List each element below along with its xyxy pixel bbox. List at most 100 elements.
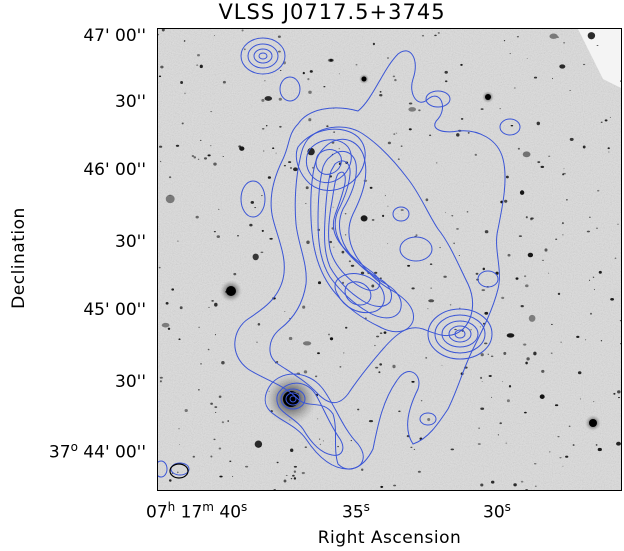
optical-source xyxy=(610,297,615,301)
optical-source xyxy=(525,361,528,365)
optical-source xyxy=(617,390,621,394)
optical-source xyxy=(505,175,509,179)
star xyxy=(589,419,597,427)
optical-source xyxy=(348,260,352,263)
optical-source xyxy=(207,154,211,157)
optical-source xyxy=(562,234,564,236)
optical-source xyxy=(408,128,412,131)
optical-source xyxy=(488,375,492,377)
optical-source xyxy=(218,447,222,450)
optical-source xyxy=(427,418,431,421)
optical-source xyxy=(216,235,220,238)
optical-source xyxy=(293,167,298,172)
optical-source xyxy=(482,267,486,271)
optical-source xyxy=(458,255,461,256)
optical-source xyxy=(378,371,381,374)
optical-source xyxy=(303,370,308,374)
optical-source xyxy=(267,176,271,179)
optical-source xyxy=(159,376,163,379)
optical-source xyxy=(537,161,541,164)
optical-source xyxy=(276,461,279,464)
optical-source xyxy=(284,311,286,312)
optical-source xyxy=(483,322,485,325)
optical-source xyxy=(293,470,297,473)
optical-source xyxy=(214,334,217,336)
optical-source xyxy=(392,364,396,369)
optical-source xyxy=(614,257,617,259)
optical-source xyxy=(210,145,212,147)
optical-source xyxy=(264,96,273,101)
optical-source xyxy=(589,279,591,281)
optical-source xyxy=(165,301,169,305)
contour xyxy=(264,373,364,470)
optical-source xyxy=(557,36,559,39)
optical-source xyxy=(261,128,265,130)
optical-source xyxy=(181,122,184,125)
optical-source xyxy=(506,333,515,338)
optical-source xyxy=(507,253,511,257)
contour xyxy=(247,43,279,69)
contour xyxy=(425,90,451,108)
optical-source xyxy=(302,341,312,346)
optical-source xyxy=(290,448,294,452)
optical-source xyxy=(449,304,452,306)
optical-source xyxy=(568,425,571,428)
optical-source xyxy=(548,155,551,157)
optical-source xyxy=(350,264,355,267)
optical-source xyxy=(516,35,520,38)
optical-source xyxy=(604,119,608,122)
optical-source xyxy=(329,58,333,62)
optical-source xyxy=(169,479,172,482)
y-tick-label: 30'' xyxy=(115,372,146,392)
y-tick-label: 46' 00'' xyxy=(83,160,146,180)
optical-source xyxy=(159,380,162,383)
optical-source xyxy=(550,352,553,354)
optical-source xyxy=(450,448,455,451)
optical-source xyxy=(533,462,537,465)
optical-source xyxy=(283,479,287,483)
optical-source xyxy=(420,400,423,402)
optical-source xyxy=(470,329,472,331)
optical-source xyxy=(527,252,534,258)
optical-source xyxy=(196,64,199,66)
optical-source xyxy=(554,404,559,407)
optical-source xyxy=(259,445,262,448)
optical-source xyxy=(277,50,281,53)
optical-source xyxy=(481,381,483,382)
optical-source xyxy=(530,217,533,221)
optical-source xyxy=(222,156,224,157)
optical-source xyxy=(453,242,455,245)
optical-source xyxy=(361,468,364,471)
optical-source xyxy=(514,87,516,89)
optical-source xyxy=(454,328,457,331)
optical-source xyxy=(392,75,396,78)
optical-source xyxy=(213,162,217,166)
optical-source xyxy=(413,448,416,450)
optical-source xyxy=(505,442,508,444)
optical-source xyxy=(237,235,239,237)
contour xyxy=(234,50,506,470)
optical-source xyxy=(304,446,307,448)
contour xyxy=(419,412,437,426)
optical-source xyxy=(193,156,197,159)
optical-source xyxy=(590,312,592,315)
sky-image-panel xyxy=(157,28,622,491)
optical-source xyxy=(525,216,528,219)
contour xyxy=(315,149,342,175)
optical-source xyxy=(427,308,429,310)
contour xyxy=(334,273,385,314)
optical-source xyxy=(381,486,384,488)
optical-source xyxy=(383,331,387,334)
optical-source xyxy=(307,77,310,81)
optical-source xyxy=(329,240,333,244)
optical-source xyxy=(443,275,447,278)
contour xyxy=(158,460,168,478)
optical-source xyxy=(387,141,392,145)
optical-source xyxy=(559,457,562,459)
contour xyxy=(240,37,286,75)
figure-title: VLSS J0717.5+3745 xyxy=(218,0,446,24)
optical-source xyxy=(333,246,335,248)
optical-source xyxy=(480,483,484,487)
optical-source xyxy=(400,209,404,211)
optical-source xyxy=(323,86,326,88)
